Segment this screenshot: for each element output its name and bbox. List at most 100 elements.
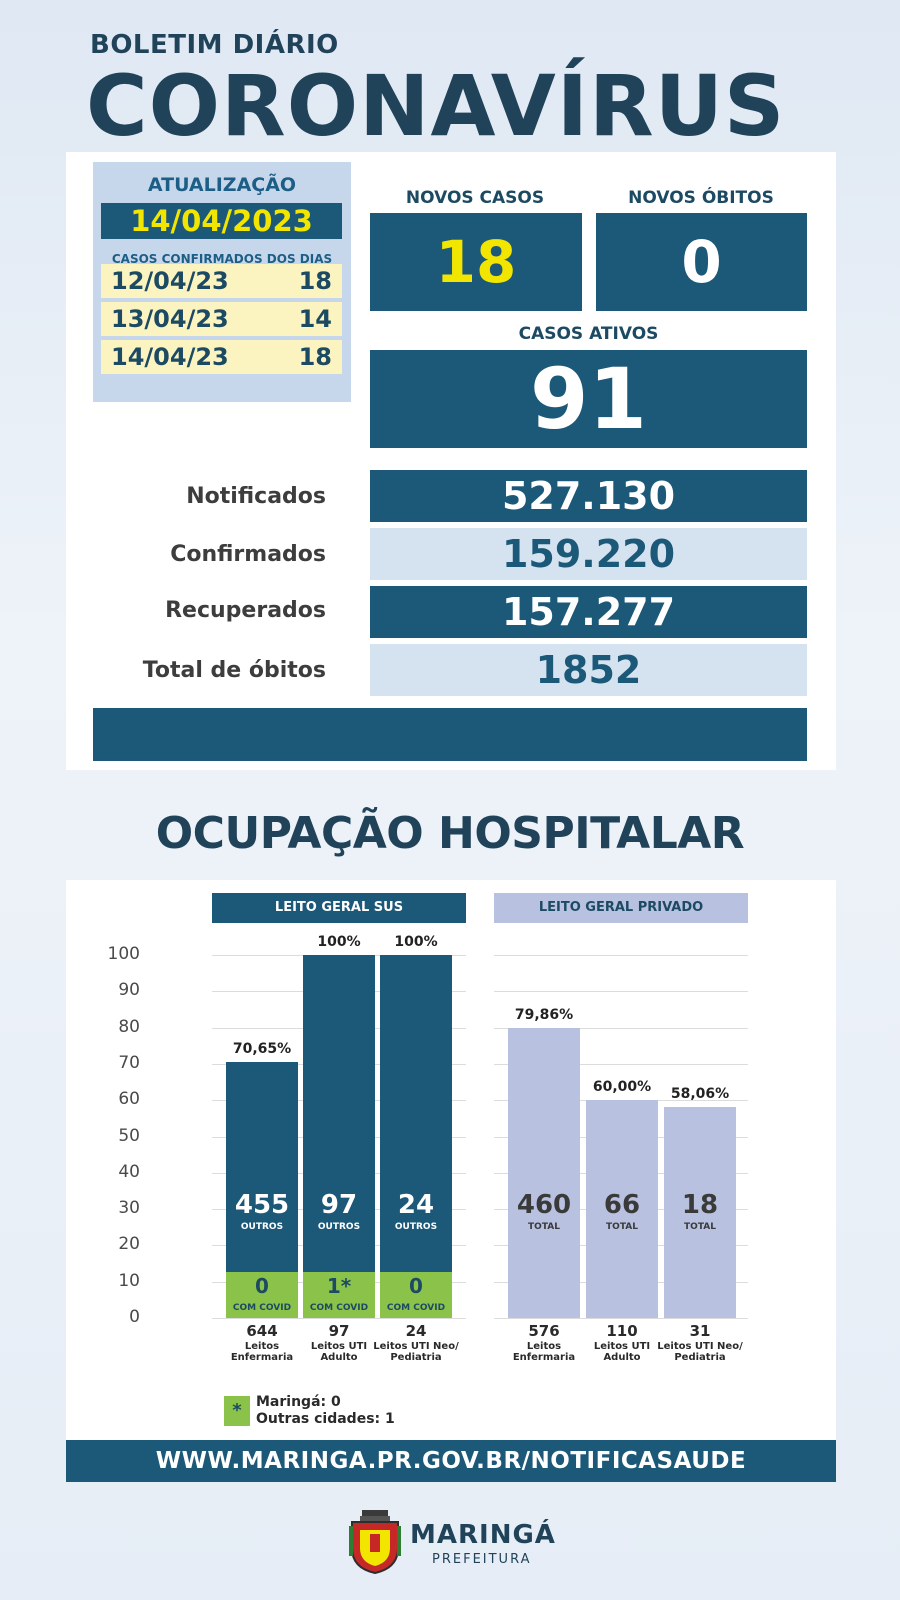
daily-case-date: 13/04/23 <box>111 305 229 333</box>
private-bar <box>586 1100 658 1318</box>
daily-case-row: 13/04/23 14 <box>101 302 342 336</box>
y-tick-label: 90 <box>118 980 140 1001</box>
bar-percentage-label: 60,00% <box>592 1079 652 1096</box>
y-tick-label: 70 <box>118 1052 140 1073</box>
bar-total-label: TOTAL <box>528 1222 560 1232</box>
bar-percentage-label: 79,86% <box>514 1007 574 1024</box>
stat-label-confirmed: Confirmados <box>170 542 326 567</box>
bar-bed-count: 24 <box>405 1322 427 1340</box>
bar-bed-count: 576 <box>528 1322 560 1340</box>
stat-value-deaths: 1852 <box>370 644 807 696</box>
daily-case-date: 14/04/23 <box>111 343 229 371</box>
y-tick-label: 50 <box>118 1125 140 1146</box>
city-crest-logo <box>349 1510 401 1574</box>
bar-percentage-label: 58,06% <box>670 1086 730 1103</box>
bar-covid-count: 0 <box>409 1274 423 1298</box>
private-bar <box>664 1107 736 1318</box>
bar-percentage-label: 100% <box>394 934 438 950</box>
sus-bar-others <box>303 955 375 1272</box>
daily-case-row: 14/04/23 18 <box>101 340 342 374</box>
y-tick-label: 60 <box>118 1089 140 1110</box>
sus-bar-covid <box>303 1272 375 1318</box>
gridline <box>494 955 748 956</box>
bulletin-subtitle: BOLETIM DIÁRIO <box>90 30 339 60</box>
update-date: 14/04/2023 <box>101 203 342 239</box>
legend-line-other-cities: Outras cidades: 1 <box>256 1411 395 1427</box>
bar-bed-count: 644 <box>246 1322 278 1340</box>
stat-label-deaths: Total de óbitos <box>142 658 326 683</box>
private-group-header: LEITO GERAL PRIVADO <box>494 893 748 923</box>
bar-total-label: TOTAL <box>684 1222 716 1232</box>
bar-category-label: Leitos UTI Adulto <box>593 1341 651 1363</box>
new-cases-label: NOVOS CASOS <box>405 188 545 208</box>
y-tick-label: 30 <box>118 1198 140 1219</box>
bar-covid-label: COM COVID <box>232 1303 292 1313</box>
bar-covid-count: 0 <box>255 1274 269 1298</box>
daily-case-value: 18 <box>298 267 332 295</box>
bar-category-label: Leitos Enfermaria <box>230 1341 294 1363</box>
sus-bar-others <box>380 955 452 1272</box>
sus-group-header: LEITO GERAL SUS <box>212 893 466 923</box>
active-cases-label: CASOS ATIVOS <box>518 324 659 344</box>
legend-covid-marker: * <box>224 1396 250 1426</box>
bar-total-count: 460 <box>516 1190 572 1220</box>
blank-banner <box>93 708 807 761</box>
stat-value-confirmed: 159.220 <box>370 528 807 580</box>
bar-category-label: Leitos UTI Neo/ Pediatria <box>657 1341 743 1363</box>
new-cases-value: 18 <box>370 213 582 311</box>
occupancy-title: OCUPAÇÃO HOSPITALAR <box>155 808 745 859</box>
bulletin-title: CORONAVÍRUS <box>86 57 786 155</box>
bar-total-label: TOTAL <box>606 1222 638 1232</box>
private-bar <box>508 1028 580 1318</box>
stat-label-notified: Notificados <box>186 484 326 509</box>
bar-category-label: Leitos UTI Adulto <box>310 1341 368 1363</box>
bar-bed-count: 110 <box>606 1322 638 1340</box>
daily-case-value: 14 <box>298 305 332 333</box>
bar-category-label: Leitos UTI Neo/ Pediatria <box>373 1341 459 1363</box>
bar-others-label: OUTROS <box>394 1222 438 1232</box>
bar-bed-count: 31 <box>689 1322 711 1340</box>
daily-case-date: 12/04/23 <box>111 267 229 295</box>
y-tick-label: 20 <box>118 1234 140 1255</box>
update-label: ATUALIZAÇÃO <box>147 174 297 196</box>
city-hall-label: PREFEITURA <box>432 1552 532 1567</box>
gridline <box>494 1318 748 1319</box>
sus-bar-covid <box>226 1272 298 1318</box>
bar-covid-label: COM COVID <box>386 1303 446 1313</box>
gridline <box>212 1318 466 1319</box>
bar-total-count: 66 <box>603 1190 641 1220</box>
sus-bar-others <box>226 1061 298 1272</box>
y-tick-label: 80 <box>118 1016 140 1037</box>
daily-case-value: 18 <box>298 343 332 371</box>
daily-cases-label: CASOS CONFIRMADOS DOS DIAS <box>111 252 333 266</box>
stat-value-notified: 527.130 <box>370 470 807 522</box>
sus-bar-covid <box>380 1272 452 1318</box>
new-deaths-label: NOVOS ÓBITOS <box>628 188 774 208</box>
bar-bed-count: 97 <box>328 1322 350 1340</box>
bar-others-count: 97 <box>320 1190 358 1220</box>
city-name: MARINGÁ <box>410 1520 556 1550</box>
new-deaths-value: 0 <box>596 213 807 311</box>
bar-covid-label: COM COVID <box>309 1303 369 1313</box>
bar-others-label: OUTROS <box>317 1222 361 1232</box>
notification-url[interactable]: WWW.MARINGA.PR.GOV.BR/NOTIFICASAUDE <box>66 1440 836 1482</box>
legend-line-maringa: Maringá: 0 <box>256 1394 341 1410</box>
y-tick-label: 0 <box>129 1307 140 1327</box>
gridline <box>494 991 748 993</box>
gridline <box>494 1063 748 1065</box>
stat-value-recovered: 157.277 <box>370 586 807 638</box>
bar-others-count: 24 <box>397 1190 435 1220</box>
bar-category-label: Leitos Enfermaria <box>512 1341 576 1363</box>
bar-percentage-label: 100% <box>317 934 361 950</box>
y-tick-label: 40 <box>118 1161 140 1182</box>
bar-total-count: 18 <box>681 1190 719 1220</box>
y-tick-label: 100 <box>107 944 140 964</box>
bar-others-count: 455 <box>234 1190 290 1220</box>
active-cases-value: 91 <box>370 350 807 448</box>
daily-case-row: 12/04/23 18 <box>101 264 342 298</box>
y-tick-label: 10 <box>118 1270 140 1291</box>
bar-covid-count: 1* <box>326 1274 352 1298</box>
stat-label-recovered: Recuperados <box>165 598 326 623</box>
bar-percentage-label: 70,65% <box>232 1040 292 1057</box>
gridline <box>494 1027 748 1029</box>
